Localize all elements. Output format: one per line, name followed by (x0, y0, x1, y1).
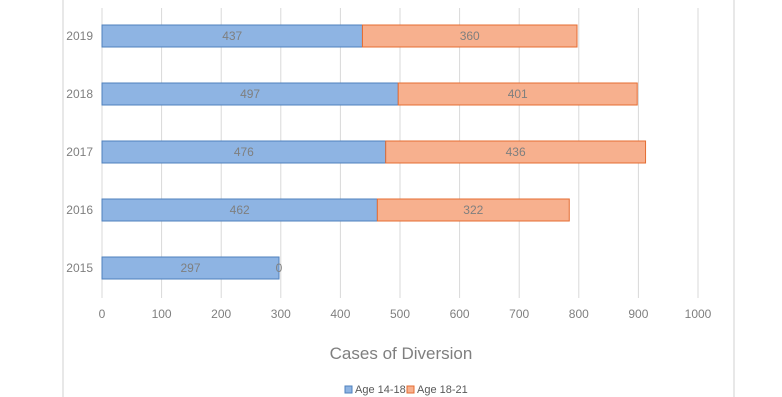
data-label: 437 (222, 29, 242, 43)
x-tick-label: 1000 (685, 307, 712, 321)
y-tick-label: 2016 (66, 203, 93, 217)
data-label: 436 (506, 145, 526, 159)
x-tick-label: 100 (152, 307, 172, 321)
legend-label: Age 18-21 (417, 384, 468, 396)
x-tick-label: 800 (569, 307, 589, 321)
x-tick-label: 900 (628, 307, 648, 321)
legend-swatch (406, 385, 415, 394)
x-tick-label: 200 (211, 307, 231, 321)
x-axis-ticks: 0 100 200 300 400 500 600 700 800 900 1000 (99, 307, 712, 321)
data-label: 297 (180, 261, 200, 275)
legend: Age 14-18 Age 18-21 (344, 384, 468, 396)
data-label: 401 (508, 87, 528, 101)
x-tick-label: 300 (271, 307, 291, 321)
data-label: 497 (240, 87, 260, 101)
bar-age-18-21 (385, 140, 647, 164)
data-labels: 297 0 462 322 476 436 497 401 437 360 (180, 29, 528, 275)
data-label: 476 (234, 145, 254, 159)
x-tick-label: 500 (390, 307, 410, 321)
y-tick-label: 2015 (66, 261, 93, 275)
legend-swatch (344, 385, 353, 394)
x-tick-label: 400 (330, 307, 350, 321)
x-tick-label: 0 (99, 307, 106, 321)
x-axis-title: Cases of Diversion (330, 344, 473, 363)
y-tick-label: 2019 (66, 29, 93, 43)
data-label: 360 (460, 29, 480, 43)
chart-frame (62, 0, 735, 397)
bar-age-18-21 (376, 198, 570, 222)
bar-age-18-21 (361, 24, 578, 48)
data-label: 462 (230, 203, 250, 217)
y-tick-label: 2017 (66, 145, 93, 159)
y-axis-ticks: 2015 2016 2017 2018 2019 (66, 29, 93, 275)
bar-age-14-18 (101, 256, 280, 280)
x-tick-label: 700 (509, 307, 529, 321)
legend-label: Age 14-18 (355, 384, 406, 396)
data-label: 322 (463, 203, 483, 217)
bar-age-18-21 (397, 82, 638, 106)
bars (101, 24, 647, 280)
data-label: 0 (276, 261, 283, 275)
y-tick-label: 2018 (66, 87, 93, 101)
x-tick-label: 600 (450, 307, 470, 321)
